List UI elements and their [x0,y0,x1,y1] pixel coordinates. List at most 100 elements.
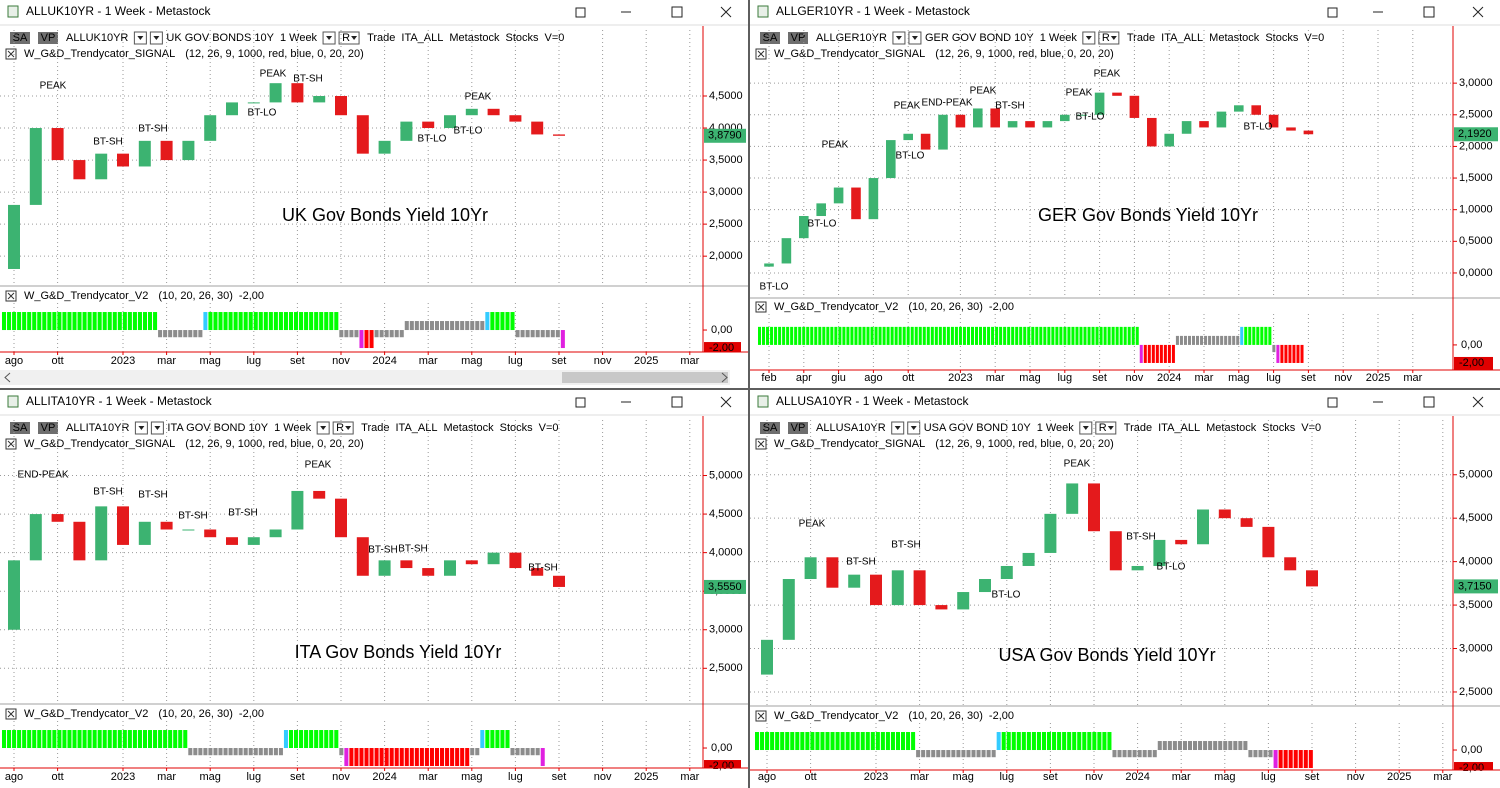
oscillator-bar [950,326,954,345]
r-button[interactable] [338,31,360,45]
oscillator-bar [314,312,319,331]
signal-annotation: PEAK [970,86,997,97]
mode-button[interactable] [760,32,780,44]
dropdown-arrow [910,426,917,430]
oscillator-bar [429,321,434,331]
oscillator-bar [886,326,890,345]
oscillator-bar [203,748,208,756]
oscillator-bar [102,730,107,749]
oscillator-bar [770,326,774,345]
mode-button[interactable] [788,422,808,434]
candle [920,133,931,150]
oscillator-bar [806,326,810,345]
indicator-params: (12, 26, 9, 1000, red, blue, 0, 20, 20) [935,48,1114,60]
oscillator-bar [440,321,445,331]
r-button[interactable] [332,421,354,435]
signal-annotation: END-PEAK [17,470,68,481]
maximize-button[interactable] [1423,396,1435,408]
x-tick-label: nov [594,771,612,783]
maximize-button[interactable] [1423,6,1435,18]
close-button[interactable] [720,396,732,408]
oscillator-bar [188,748,193,756]
oscillator-bar [42,730,47,749]
candle [913,570,926,606]
oscillator-bar [786,326,790,345]
close-button[interactable] [1472,6,1484,18]
oscillator-bar [1252,326,1256,345]
oscillator-bar [1071,326,1075,345]
popout-button[interactable] [575,397,586,408]
oscillator-bar [82,312,87,331]
indicator-last: -2,00 [989,710,1014,722]
oscillator-bar [1003,326,1007,345]
y-tick-label: 0,0000 [1459,267,1493,279]
oscillator-bar [7,730,12,749]
scrollbar[interactable] [0,370,730,385]
mode-button[interactable] [38,422,58,434]
maximize-button[interactable] [671,6,683,18]
oscillator-bar [1139,344,1143,363]
oscillator-bar [434,321,440,331]
oscillator-bar [183,330,188,338]
mode-button[interactable] [38,32,58,44]
y-tick-label: 2,0000 [1459,140,1493,152]
oscillator-bar [1293,750,1298,769]
r-button[interactable] [1098,31,1120,45]
oscillator-tick-label: 0,00 [711,324,732,336]
oscillator-bar [168,330,173,338]
oscillator-bar [399,748,404,767]
oscillator-bar [1137,750,1142,758]
oscillator-bar [480,321,485,331]
oscillator-bar [17,312,22,331]
mode-button[interactable] [788,32,808,44]
close-button[interactable] [720,6,732,18]
popout-button[interactable] [1327,7,1338,18]
oscillator-bar [1152,750,1157,758]
mode-label: SA [763,32,778,44]
oscillator-bar [1288,750,1293,769]
oscillator-bar [951,750,956,758]
mode-button[interactable] [760,422,780,434]
scroll-right[interactable] [721,372,728,383]
dropdown-arrow [1082,426,1089,430]
oscillator-bar [67,730,72,749]
oscillator-bar [802,326,806,345]
oscillator-bar [334,730,339,749]
oscillator-bar [374,330,379,338]
close-button[interactable] [1472,396,1484,408]
candle [313,95,326,103]
popout-button[interactable] [575,7,586,18]
oscillator-bar [460,748,465,767]
oscillator-bar [42,312,47,331]
candle [1164,133,1174,147]
oscillator-bar [440,748,445,767]
maximize-button[interactable] [671,396,683,408]
candle [826,557,839,588]
scroll-left[interactable] [4,372,11,383]
r-label: R [1099,422,1107,434]
window-icon [757,5,769,18]
oscillator-bar [510,748,515,756]
oscillator-bar [1107,326,1111,345]
oscillator-bar [815,732,820,751]
x-tick-label: giu [831,372,846,384]
r-button[interactable] [1095,421,1117,435]
x-tick-label: mag [1214,771,1235,783]
indicator-params: (10, 20, 26, 30) [908,710,983,722]
candle [1153,539,1166,566]
x-tick-label: mag [199,771,220,783]
oscillator-bar [1026,732,1031,751]
oscillator-tick-label: 0,00 [711,742,732,754]
y-tick-label: 4,0000 [1459,556,1493,568]
oscillator-bar [1248,750,1253,758]
x-tick-label: mar [680,771,699,783]
oscillator-bar [1284,344,1288,363]
mode-button[interactable] [10,32,30,44]
oscillator-bar [273,312,278,331]
scrollbar-thumb[interactable] [562,372,728,383]
popout-button[interactable] [1327,397,1338,408]
oscillator-bar [942,326,946,345]
mode-button[interactable] [10,422,30,434]
oscillator-bar [870,732,875,751]
oscillator-bar [490,730,495,749]
